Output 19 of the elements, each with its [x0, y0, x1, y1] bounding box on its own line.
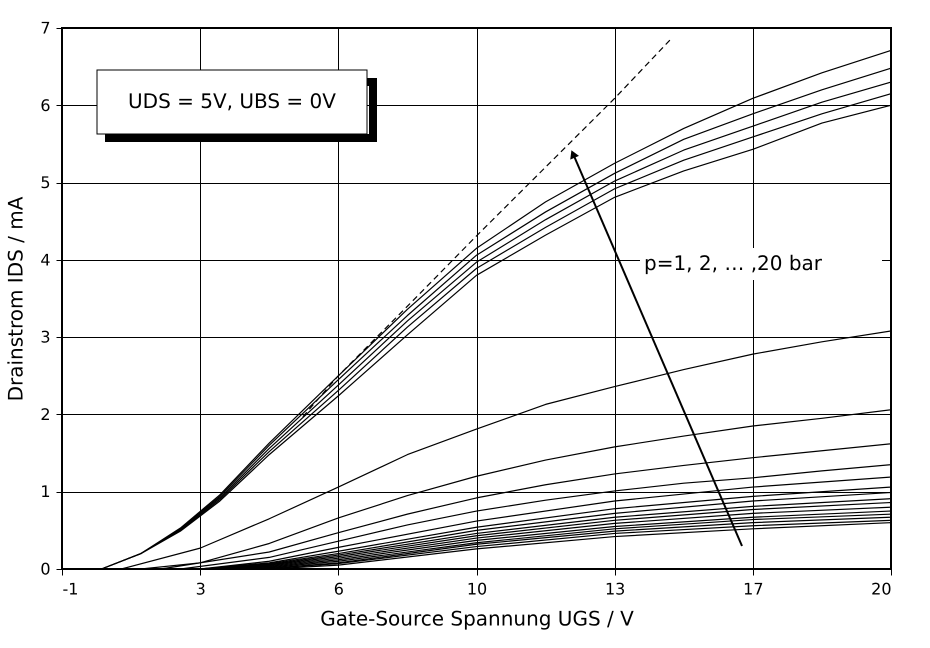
y-tick-label: 3 — [40, 328, 50, 347]
x-tick-label: 10 — [466, 580, 488, 598]
y-tick-label: 6 — [40, 96, 50, 115]
annotation: p=1, 2, … ,20 bar — [644, 251, 823, 275]
x-axis-title: Gate-Source Spannung UGS / V — [320, 606, 634, 630]
y-tick-label: 5 — [40, 173, 50, 192]
y-axis-title: Drainstrom IDS / mA — [3, 196, 28, 402]
y-tick-label: 4 — [40, 250, 50, 270]
y-tick-label: 7 — [40, 18, 50, 38]
x-tick-label: -1 — [62, 580, 78, 598]
x-tick-label: 13 — [604, 580, 626, 598]
x-tick-label: 6 — [334, 580, 344, 598]
x-tick-label: 17 — [743, 580, 764, 598]
y-tick-label: 1 — [40, 482, 50, 502]
annotation: UDS = 5V, UBS = 0V — [128, 89, 336, 113]
y-tick-label: 2 — [40, 404, 50, 424]
x-tick-label: 3 — [196, 580, 206, 598]
x-tick-label: 20 — [871, 580, 892, 598]
y-tick-label: 0 — [40, 560, 50, 578]
